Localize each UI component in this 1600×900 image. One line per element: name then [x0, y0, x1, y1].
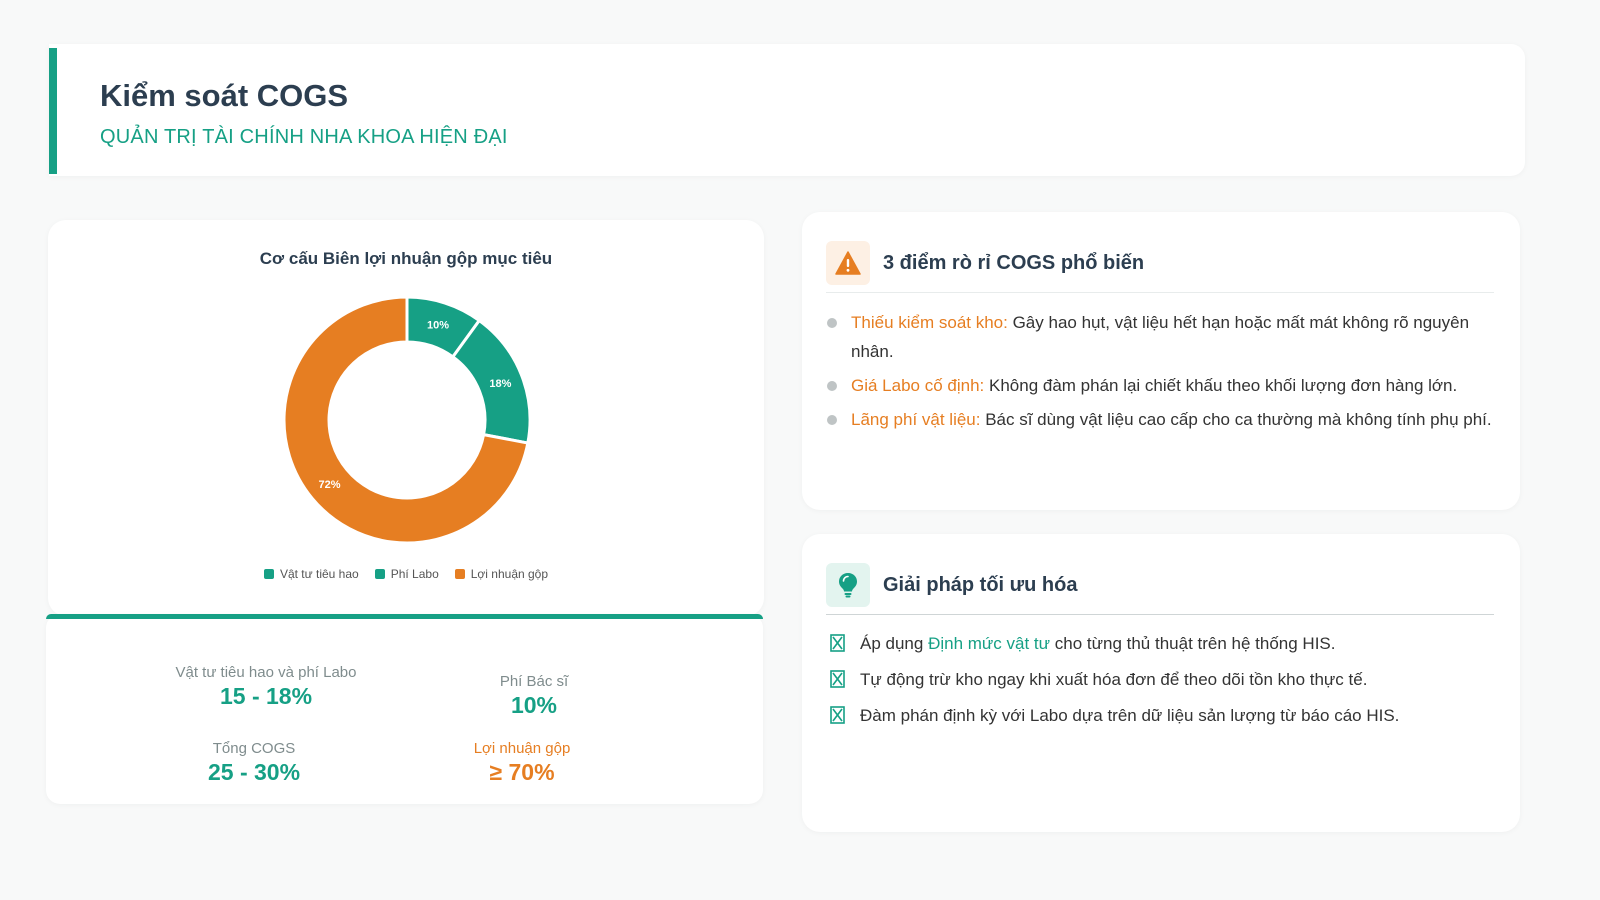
list-item: Tự động trừ kho ngay khi xuất hóa đơn để… [830, 666, 1500, 694]
page-header: Kiểm soát COGS QUẢN TRỊ TÀI CHÍNH NHA KH… [49, 44, 1525, 176]
chart-title: Cơ cấu Biên lợi nhuận gộp mục tiêu [259, 249, 553, 268]
stats-card: Vật tư tiêu hao và phí Labo 15 - 18% Phí… [46, 614, 763, 804]
stat-value: 10% [510, 692, 558, 718]
list-item: Thiếu kiểm soát kho: Gây hao hụt, vật li… [826, 308, 1506, 366]
solutions-list: Áp dụng Định mức vật tư cho từng thủ thu… [830, 630, 1500, 738]
legend-swatch [263, 569, 274, 579]
leak-highlight: Lãng phí vật liệu: [851, 410, 981, 429]
slice-gross-profit[interactable] [282, 295, 530, 545]
legend-item-consumables[interactable]: Vật tư tiêu hao [263, 567, 359, 581]
stat-gross-profit: Lợi nhuận gộp ≥ 70% [422, 740, 622, 786]
list-item: Lãng phí vật liệu: Bác sĩ dùng vật liệu … [826, 405, 1506, 434]
legend-label: Lợi nhuận gộp [470, 567, 549, 581]
leaks-card-header: 3 điểm rò rỉ COGS phổ biến [826, 234, 1494, 293]
legend-label: Phí Labo [390, 567, 439, 581]
leak-text: Không đàm phán lại chiết khấu theo khối … [984, 376, 1458, 395]
chart-legend: Vật tư tiêu hao Phí Labo Lợi nhuận gộp [48, 567, 764, 581]
donut-chart: 10% 18% 72% [282, 295, 532, 545]
legend-item-labo[interactable]: Phí Labo [374, 567, 439, 581]
stat-label: Lợi nhuận gộp [473, 740, 571, 757]
leak-highlight: Giá Labo cố định: [851, 376, 985, 395]
list-item: Giá Labo cố định: Không đàm phán lại chi… [826, 371, 1506, 400]
stat-total-cogs: Tổng COGS 25 - 30% [104, 740, 404, 786]
warning-icon [826, 241, 870, 285]
page-title: Kiểm soát COGS [100, 78, 349, 113]
chart-card: Cơ cấu Biên lợi nhuận gộp mục tiêu 10% 18… [48, 220, 764, 616]
legend-swatch [374, 569, 385, 579]
solution-text: Áp dụng [860, 634, 929, 653]
lightbulb-icon [826, 563, 870, 607]
stats-top-bar [46, 614, 763, 619]
checkbox-icon [830, 634, 845, 652]
stat-doctor-fee: Phí Bác sĩ 10% [434, 673, 634, 719]
checkbox-icon [830, 706, 845, 724]
leak-highlight: Thiếu kiểm soát kho: [851, 313, 1008, 332]
slice-consumables-label: 10% [427, 319, 449, 331]
solution-text: Tự động trừ kho ngay khi xuất hóa đơn để… [860, 670, 1368, 689]
leak-text: Gây hao hụt, vật liệu hết hạn hoặc mất m… [851, 313, 1470, 361]
solution-text: cho từng thủ thuật trên hệ thống HIS. [1050, 634, 1336, 653]
stat-label: Phí Bác sĩ [499, 673, 569, 690]
legend-item-gross-profit[interactable]: Lợi nhuận gộp [454, 567, 549, 581]
solutions-title: Giải pháp tối ưu hóa [883, 573, 1078, 596]
legend-swatch [454, 569, 465, 579]
stat-label: Tổng COGS [212, 740, 296, 757]
solutions-card: Giải pháp tối ưu hóa Áp dụng Định mức vậ… [802, 534, 1520, 832]
solutions-card-header: Giải pháp tối ưu hóa [826, 556, 1494, 615]
page-subtitle: QUẢN TRỊ TÀI CHÍNH NHA KHOA HIỆN ĐẠI [100, 126, 508, 148]
header-accent-bar [49, 48, 57, 174]
leak-text: Bác sĩ dùng vật liệu cao cấp cho ca thườ… [980, 410, 1492, 429]
leaks-title: 3 điểm rò rỉ COGS phổ biến [883, 251, 1145, 274]
stat-value: ≥ 70% [489, 759, 555, 785]
legend-label: Vật tư tiêu hao [279, 567, 359, 581]
leaks-card: 3 điểm rò rỉ COGS phổ biến Thiếu kiểm so… [802, 212, 1520, 510]
list-item: Áp dụng Định mức vật tư cho từng thủ thu… [830, 630, 1500, 658]
list-item: Đàm phán định kỳ với Labo dựa trên dữ li… [830, 702, 1500, 730]
stat-consumables-labo: Vật tư tiêu hao và phí Labo 15 - 18% [116, 664, 416, 710]
stat-label: Vật tư tiêu hao và phí Labo [175, 664, 357, 681]
stat-value: 15 - 18% [219, 683, 313, 709]
leaks-list: Thiếu kiểm soát kho: Gây hao hụt, vật li… [826, 308, 1506, 439]
solution-highlight: Định mức vật tư [928, 634, 1051, 653]
slice-gross-profit-label: 72% [319, 479, 341, 491]
stat-value: 25 - 30% [207, 759, 301, 785]
checkbox-icon [830, 670, 845, 688]
slice-labo-label: 18% [489, 378, 511, 390]
solution-text: Đàm phán định kỳ với Labo dựa trên dữ li… [860, 706, 1400, 725]
